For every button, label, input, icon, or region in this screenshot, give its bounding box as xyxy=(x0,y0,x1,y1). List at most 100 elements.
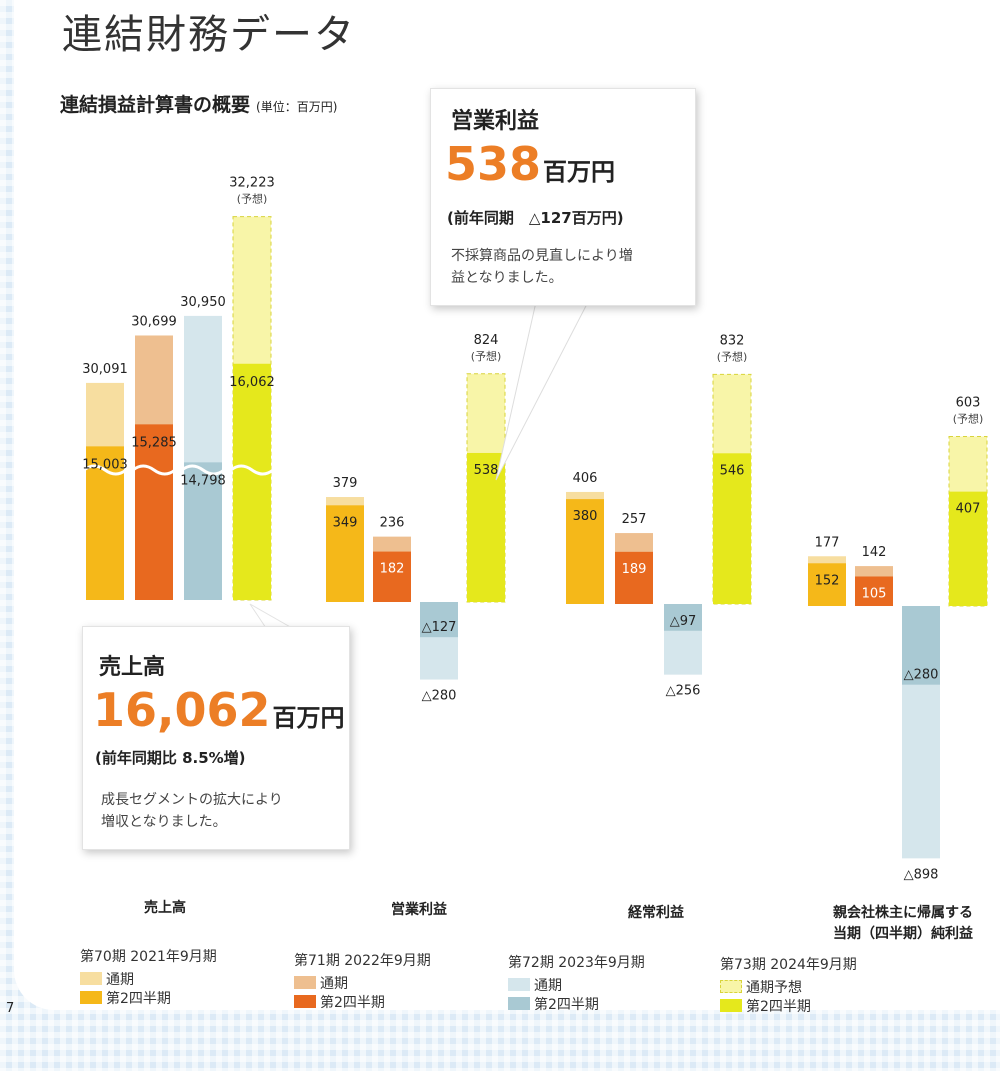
data-label-full: 257 xyxy=(622,512,647,527)
bar-q2-p70 xyxy=(86,446,124,600)
data-label-full: 236 xyxy=(380,516,405,531)
legend-swatch xyxy=(720,999,742,1012)
data-label-full: △256 xyxy=(666,684,701,699)
bar-q2-p70 xyxy=(566,499,604,604)
bar-q2-p73 xyxy=(233,363,271,600)
data-label-q2: 182 xyxy=(380,562,405,577)
callout-sales: 売上高 16,062百万円 (前年同期比 8.5%増) 成長セグメントの拡大によ… xyxy=(82,626,350,850)
legend-text: 通期予想 xyxy=(746,979,802,996)
legend-text: 第2四半期 xyxy=(106,990,171,1007)
data-label-full: 824 xyxy=(474,333,499,348)
bar-q2-p72 xyxy=(420,602,458,638)
data-label-q2: 15,003 xyxy=(82,457,128,472)
data-label-full: 406 xyxy=(573,471,598,486)
category-label: 経常利益 xyxy=(628,904,684,921)
bar-q2-p70 xyxy=(326,505,364,602)
callout-op-unit: 百万円 xyxy=(543,158,616,186)
data-label-full: 30,091 xyxy=(82,362,128,377)
legend-period-label: 第72期 2023年9月期 xyxy=(508,955,645,971)
legend-period-71: 第71期 2022年9月期 通期 第2四半期 xyxy=(294,950,431,1011)
data-label-q2: 538 xyxy=(474,463,499,478)
data-label-full: △280 xyxy=(422,689,457,704)
category-label: 営業利益 xyxy=(391,901,447,918)
page-number: 7 xyxy=(6,1001,15,1016)
legend-item: 通期 xyxy=(508,975,645,994)
forecast-tag: (予想) xyxy=(471,349,502,363)
callout-operating-income: 営業利益 538百万円 (前年同期 △127百万円) 不採算商品の見直しにより増… xyxy=(430,88,696,306)
callout-op-note-line: 益となりました。 xyxy=(451,270,563,286)
callout-sales-title: 売上高 xyxy=(99,655,166,680)
data-label-full: 379 xyxy=(333,476,358,491)
data-label-q2: 407 xyxy=(956,502,981,517)
data-label-full: 30,950 xyxy=(180,295,226,310)
axis-break-mark xyxy=(230,464,274,476)
axis-break-mark xyxy=(83,464,127,476)
legend-period-label: 第73期 2024年9月期 xyxy=(720,957,857,973)
bar-q2-p72 xyxy=(184,462,222,600)
legend-period-label: 第70期 2021年9月期 xyxy=(80,949,217,965)
bar-q2-p71 xyxy=(855,576,893,606)
callout-sales-note: 成長セグメントの拡大により 増収となりました。 xyxy=(101,789,283,833)
legend-swatch xyxy=(80,991,102,1004)
callout-sales-pointer xyxy=(249,603,294,629)
callout-sales-yoy: (前年同期比 8.5%増) xyxy=(95,749,246,767)
legend-item: 第2四半期 xyxy=(294,992,431,1011)
data-label-q2: 15,285 xyxy=(131,435,177,450)
legend-swatch xyxy=(508,997,530,1010)
page-title: 連結財務データ xyxy=(62,12,356,58)
category-label: 当期（四半期）純利益 xyxy=(833,925,973,942)
data-label-q2: △97 xyxy=(670,614,697,629)
data-label-q2: 152 xyxy=(815,573,840,588)
data-label-q2: 189 xyxy=(622,562,647,577)
bar-q2-p73 xyxy=(713,453,751,604)
callout-sales-value: 16,062百万円 xyxy=(93,683,345,737)
legend-swatch xyxy=(80,972,102,985)
unit-label: (単位：百万円) xyxy=(256,100,338,114)
callout-op-pointer-edge xyxy=(495,301,589,481)
chart-subtitle: 連結損益計算書の概要 (単位：百万円) xyxy=(60,90,337,117)
callout-op-value: 538百万円 xyxy=(445,137,615,191)
data-label-q2: △127 xyxy=(422,620,457,635)
bar-q2-p71 xyxy=(135,424,173,600)
category-label: 親会社株主に帰属する xyxy=(833,904,973,921)
axis-break-mark xyxy=(181,464,225,476)
data-label-q2: 380 xyxy=(573,509,598,524)
callout-op-title: 営業利益 xyxy=(451,109,540,134)
legend-item: 通期 xyxy=(80,969,217,988)
bar-q2-p71 xyxy=(615,551,653,604)
data-label-q2: 349 xyxy=(333,515,358,530)
bar-q2-p73 xyxy=(467,452,505,602)
forecast-tag: (予想) xyxy=(717,349,748,363)
legend-text: 第2四半期 xyxy=(746,998,811,1015)
legend-period-73: 第73期 2024年9月期 通期予想 第2四半期 xyxy=(720,954,857,1015)
legend-text: 通期 xyxy=(320,975,348,992)
data-label-q2: 105 xyxy=(862,586,887,601)
legend-period-label: 第71期 2022年9月期 xyxy=(294,953,431,969)
bar-q2-p70 xyxy=(808,563,846,606)
data-label-full: 832 xyxy=(720,333,745,348)
axis-break-mark xyxy=(132,464,176,476)
data-label-full: △898 xyxy=(904,867,939,882)
bar-q2-p71 xyxy=(373,551,411,602)
data-label-full: 177 xyxy=(815,535,840,550)
data-label-full: 30,699 xyxy=(131,314,177,329)
legend-text: 第2四半期 xyxy=(320,994,385,1011)
forecast-tag: (予想) xyxy=(237,192,268,206)
legend-item: 第2四半期 xyxy=(508,994,645,1013)
callout-sales-number: 16,062 xyxy=(93,683,271,737)
legend-text: 通期 xyxy=(106,971,134,988)
callout-op-yoy: (前年同期 △127百万円) xyxy=(447,209,624,227)
callout-op-number: 538 xyxy=(445,137,542,191)
callout-sales-unit: 百万円 xyxy=(272,704,345,732)
legend-item: 通期 xyxy=(294,973,431,992)
subtitle-text: 連結損益計算書の概要 xyxy=(60,94,251,116)
data-label-q2: △280 xyxy=(904,668,939,683)
bar-q2-p73 xyxy=(949,491,987,606)
legend-item: 第2四半期 xyxy=(80,988,217,1007)
data-label-full: 603 xyxy=(956,396,981,411)
callout-sales-note-line: 増収となりました。 xyxy=(101,814,227,830)
legend-item: 第2四半期 xyxy=(720,996,857,1015)
financial-bar-chart: 30,091 15,003 30,699 15,285 30,950 14,798 32,2… xyxy=(82,176,988,942)
data-label-q2: 16,062 xyxy=(229,375,275,390)
data-label-full: 142 xyxy=(862,545,887,560)
